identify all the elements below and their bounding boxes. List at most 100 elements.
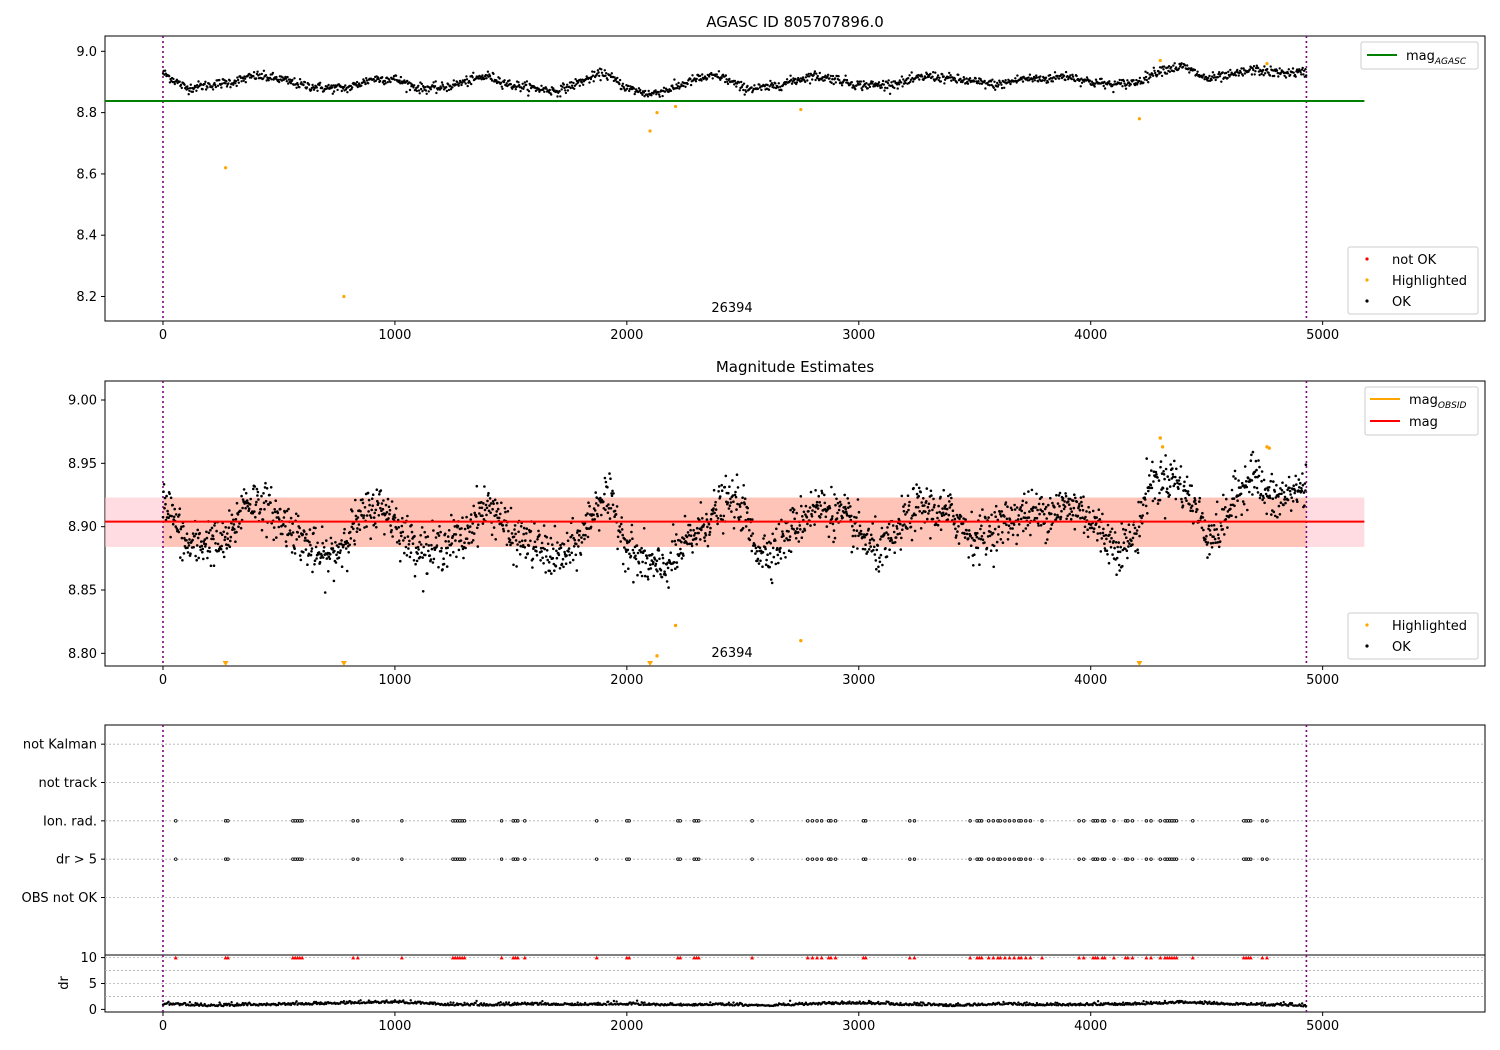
data-point xyxy=(1015,81,1018,84)
data-point xyxy=(1302,491,1306,494)
data-point xyxy=(1154,71,1157,75)
data-point xyxy=(363,81,366,84)
data-point xyxy=(1119,545,1122,549)
data-point xyxy=(524,556,528,559)
data-point xyxy=(777,561,780,565)
data-point xyxy=(797,540,801,543)
data-point xyxy=(174,525,177,528)
data-point xyxy=(1279,487,1282,490)
data-point xyxy=(168,75,171,78)
data-point xyxy=(887,522,891,526)
data-point xyxy=(522,85,526,88)
flag-point xyxy=(351,819,355,823)
data-point xyxy=(1064,78,1067,82)
data-point xyxy=(843,505,847,509)
data-point xyxy=(409,551,413,554)
data-point xyxy=(235,84,238,88)
data-point xyxy=(408,88,412,92)
data-point xyxy=(888,548,891,551)
data-point xyxy=(1163,517,1167,520)
data-point xyxy=(252,71,256,74)
flag-point xyxy=(1130,819,1135,823)
data-point xyxy=(977,80,980,83)
data-point xyxy=(439,530,442,534)
data-point xyxy=(836,511,839,515)
data-point xyxy=(881,563,884,567)
x-tick-label: 5000 xyxy=(1306,673,1339,688)
data-point xyxy=(1224,518,1228,521)
data-point xyxy=(733,79,737,83)
data-point xyxy=(913,529,917,533)
data-point xyxy=(709,517,713,521)
data-point xyxy=(470,531,474,534)
data-point xyxy=(1094,82,1097,85)
data-point xyxy=(1124,547,1127,551)
data-point xyxy=(1048,73,1052,77)
dr-point xyxy=(635,999,639,1002)
data-point xyxy=(356,516,360,519)
data-point xyxy=(543,90,546,94)
y-tick-label: 8.4 xyxy=(76,229,97,244)
data-point xyxy=(418,555,422,559)
dr-point xyxy=(512,1003,515,1007)
data-point xyxy=(835,497,838,501)
dr-point xyxy=(502,1002,505,1005)
data-point xyxy=(1078,502,1081,506)
data-point xyxy=(963,536,967,539)
data-point xyxy=(763,85,766,88)
data-point xyxy=(284,75,287,79)
dr-point xyxy=(776,1004,780,1007)
data-point xyxy=(1222,508,1226,511)
data-point xyxy=(992,565,995,569)
dr-point xyxy=(576,1001,579,1004)
data-point xyxy=(714,508,718,511)
panel-3-flag-points xyxy=(174,819,1269,861)
data-point xyxy=(415,89,419,93)
flag-point xyxy=(1112,819,1116,823)
data-point xyxy=(726,82,730,86)
data-point xyxy=(685,535,689,539)
data-point xyxy=(1021,499,1025,503)
dr-point xyxy=(642,1003,645,1007)
data-point xyxy=(831,522,835,526)
data-point xyxy=(1254,459,1258,463)
data-point xyxy=(343,527,346,531)
data-point xyxy=(1026,523,1030,527)
data-point xyxy=(471,539,475,542)
data-point xyxy=(355,80,359,84)
data-point xyxy=(489,511,492,514)
data-point xyxy=(611,489,614,493)
flag-point xyxy=(998,857,1002,861)
flag-point xyxy=(1174,857,1179,861)
data-point xyxy=(1099,532,1102,535)
data-point xyxy=(1211,541,1215,545)
data-point xyxy=(906,527,909,530)
data-point xyxy=(1084,515,1087,519)
data-point xyxy=(517,530,520,534)
data-point xyxy=(1098,518,1102,521)
data-point xyxy=(1244,480,1248,483)
data-point xyxy=(1157,479,1161,482)
data-point xyxy=(714,500,717,504)
flag-point xyxy=(462,819,467,823)
data-point xyxy=(741,526,745,530)
data-point xyxy=(275,536,278,539)
data-point xyxy=(512,563,515,567)
data-point xyxy=(430,543,433,547)
data-point xyxy=(576,529,580,532)
data-point xyxy=(1117,541,1120,544)
data-point xyxy=(734,490,737,494)
data-point xyxy=(486,494,490,497)
flag-point xyxy=(400,819,404,823)
data-point xyxy=(584,533,587,537)
data-point xyxy=(1027,76,1030,79)
data-point xyxy=(891,524,895,527)
data-point xyxy=(224,526,227,529)
data-point xyxy=(532,545,536,549)
data-point xyxy=(342,531,346,535)
data-point xyxy=(415,559,419,563)
dr-point xyxy=(869,1000,872,1003)
data-point xyxy=(442,557,445,560)
data-point xyxy=(1064,494,1068,498)
flag-point xyxy=(356,857,360,861)
